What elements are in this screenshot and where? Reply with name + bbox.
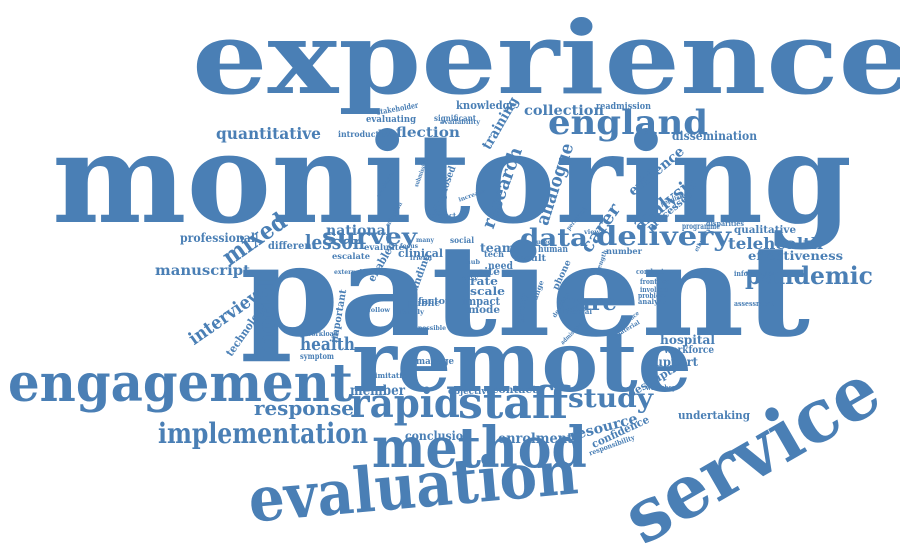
word-project: project — [430, 211, 456, 220]
word-human: human — [538, 245, 569, 255]
word-objective: objective — [448, 387, 493, 397]
word-staff: staff — [458, 378, 569, 429]
word-experience: experience — [192, 0, 900, 117]
word-professional: professional — [180, 231, 255, 245]
word-workshop: workshop — [646, 383, 676, 392]
word-conduct: conduct — [636, 267, 665, 276]
word-team: team — [480, 241, 516, 255]
word-care: care — [562, 290, 618, 316]
word-workforce: workforce — [664, 345, 714, 356]
word-dissemination: dissemination — [672, 129, 758, 143]
word-tech: tech — [484, 249, 505, 259]
word-escalate: escalate — [332, 251, 371, 261]
word-workload: workload — [306, 329, 339, 338]
word-easy: easy — [462, 275, 479, 282]
word-assessment: assessment — [734, 299, 774, 308]
word-information: information — [734, 269, 777, 278]
word-england: england — [548, 103, 709, 143]
word-response: response — [254, 396, 354, 420]
word-many: many — [416, 237, 435, 244]
word-rapid: rapid — [350, 380, 460, 427]
word-view: view — [584, 229, 601, 236]
word-follow: follow — [368, 307, 390, 314]
word-factor: factor — [418, 297, 451, 307]
word-problem: problem — [638, 291, 666, 300]
word-conclusion: conclusion — [405, 429, 471, 443]
word-evaluating: evaluating — [366, 115, 417, 125]
word-lesson: lesson — [305, 230, 365, 254]
word-evaluate: evaluate — [364, 242, 405, 252]
word-knowledge: knowledge — [456, 99, 516, 112]
word-remote: remote — [352, 312, 692, 411]
word-survey: survey — [322, 224, 417, 250]
word-limitation: limitation — [372, 371, 413, 380]
word-involved: involved — [640, 285, 669, 294]
word-significant: significant — [434, 113, 477, 123]
word-delivery: delivery — [596, 222, 732, 252]
word-friend: friend — [410, 255, 433, 262]
word-social: social — [450, 235, 475, 245]
word-hospital: hospital — [660, 333, 716, 347]
word-health: health — [300, 334, 355, 355]
word-monitoring: monitoring — [52, 107, 852, 252]
word-rate: rate — [470, 275, 499, 288]
word-implementation: implementation — [158, 417, 369, 450]
word-availability: availability — [440, 119, 480, 126]
word-used: used — [536, 239, 553, 246]
word-qualitative: qualitative — [734, 225, 797, 236]
word-possible: possible — [418, 325, 446, 332]
word-hub: hub — [466, 259, 481, 266]
word-impact: impact — [462, 295, 501, 308]
word-clinical: clinical — [398, 247, 444, 260]
word-member: member — [350, 383, 405, 399]
word-analyse: analyse — [638, 297, 667, 306]
word-manage: manage — [416, 357, 455, 367]
word-national: national — [326, 223, 392, 239]
word-manuscript: manuscript — [155, 263, 250, 279]
word-focus: focus — [400, 243, 419, 250]
word-scale: scale — [470, 285, 506, 298]
word-support: support — [648, 355, 699, 369]
word-site: site — [478, 267, 501, 278]
word-telehealth: telehealth — [728, 234, 824, 253]
word-effectiveness: effectiveness — [748, 249, 844, 263]
word-reflection: reflection — [378, 125, 460, 141]
word-external: external — [334, 269, 363, 276]
word-interval: interval — [562, 307, 592, 316]
word-method: method — [372, 415, 587, 481]
word-introduction: introduction — [338, 129, 393, 139]
word-number: number — [606, 246, 643, 256]
word-data: data — [520, 223, 588, 252]
word-pandemic: pandemic — [745, 261, 873, 290]
word-undertaking: undertaking — [678, 409, 750, 422]
word-different: different — [268, 241, 317, 252]
word-engagement: engagement — [8, 353, 353, 414]
word-public: public — [408, 299, 441, 309]
word-mode: mode — [468, 305, 501, 316]
word-contact: contact — [492, 385, 538, 396]
word-disparities: disparities — [706, 219, 744, 228]
word-result: result — [514, 254, 546, 264]
word-frontline: frontline — [640, 277, 671, 286]
word-family: family — [400, 309, 425, 316]
word-patient: patient — [240, 217, 811, 365]
word-enrolment: enrolment — [498, 431, 573, 447]
word-readmission: readmission — [596, 102, 651, 112]
word-need: need — [488, 261, 514, 272]
word-collection: collection — [524, 103, 605, 119]
word-quantitative: quantitative — [216, 124, 321, 143]
word-study: study — [568, 384, 653, 414]
word-programme: programme — [682, 221, 721, 231]
word-symptom: symptom — [300, 351, 335, 361]
